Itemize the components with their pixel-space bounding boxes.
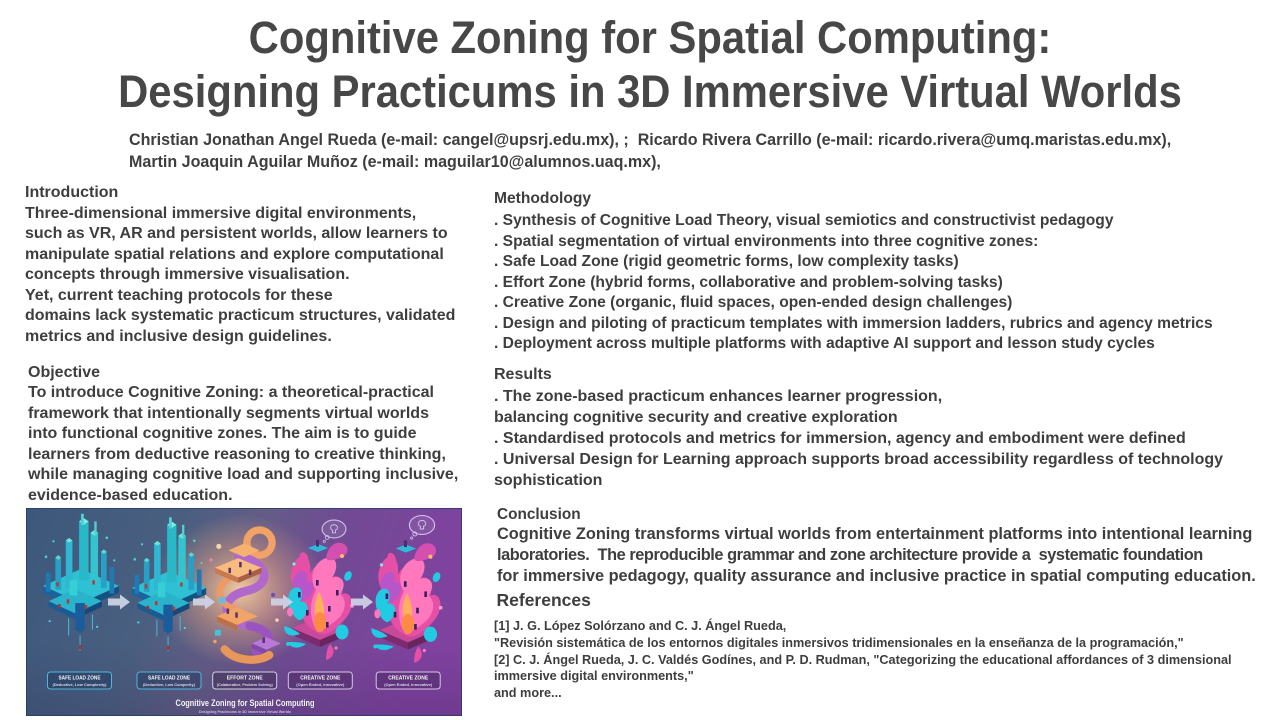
svg-text:Designing Practicums in 3D Imm: Designing Practicums in 3D Immersive Vir… [199,709,292,714]
svg-text:SAFE LOAD ZONE: SAFE LOAD ZONE [59,676,101,682]
svg-text:EFFORT ZONE: EFFORT ZONE [227,676,263,682]
svg-text:(Colaborative, Problem Solving: (Colaborative, Problem Solving) [217,682,274,687]
svg-text:(Open Ended, Innovative): (Open Ended, Innovative) [384,682,433,687]
svg-text:CREATIVE ZONE: CREATIVE ZONE [388,676,428,682]
svg-text:CREATIVE ZONE: CREATIVE ZONE [300,676,340,682]
svg-text:(Open Ended, Innovative): (Open Ended, Innovative) [296,682,345,687]
svg-text:SAFE LOAD ZONE: SAFE LOAD ZONE [148,676,190,682]
svg-text:(Deductive, Low Complexity): (Deductive, Low Complexity) [53,682,108,687]
svg-text:Cognitive Zoning for Spatial C: Cognitive Zoning for Spatial Computing [176,698,315,708]
svg-text:(Deductive, Low Comperity): (Deductive, Low Comperity) [143,682,196,687]
